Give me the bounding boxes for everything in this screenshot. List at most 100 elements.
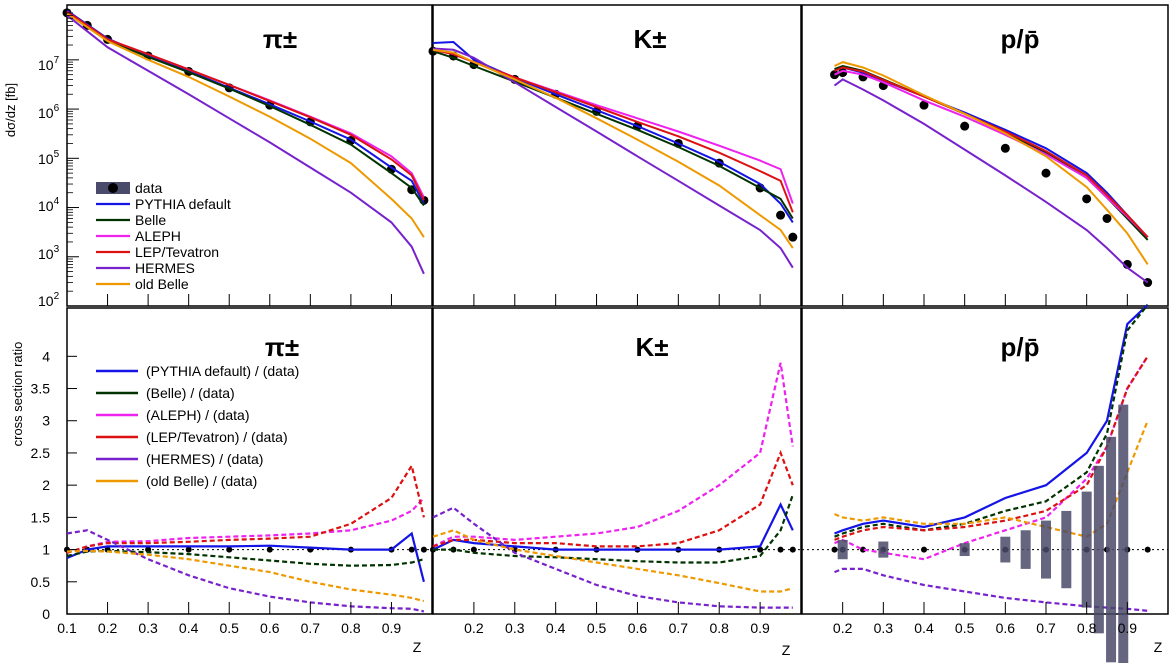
ratio-tick-label: 1.5 <box>31 509 51 525</box>
bottom-y-axis-title: cross section ratio <box>10 342 25 447</box>
ratio-curve--lep-tevatron-data- <box>432 449 794 548</box>
panel-title-pi-top: π± <box>263 24 297 54</box>
x-axis-title-pi: Z <box>413 639 422 655</box>
ratio-curve--pythia-default-data- <box>834 304 1149 535</box>
legend-label: data <box>135 180 162 196</box>
curve-lep-tevatron <box>66 10 425 201</box>
y-tick-label-1e6: 106 <box>38 103 60 121</box>
panel-title-p-top: p/p̄ <box>1001 24 1040 54</box>
panel-title-k-top: K± <box>633 24 666 54</box>
ratio-data-point <box>408 546 415 553</box>
data-point <box>919 100 929 110</box>
legend-label: HERMES <box>135 260 195 276</box>
legend-label: LEP/Tevatron <box>135 244 219 260</box>
data-point <box>788 232 798 242</box>
frame-bottom-2 <box>801 307 1169 615</box>
error-bar <box>1118 404 1129 663</box>
error-bar <box>1093 465 1104 634</box>
legend-data-marker <box>108 183 118 193</box>
top-y-tick-labels: 107 106 105 104 103 102 <box>38 55 60 309</box>
legend-ratio-label: (PYTHIA default) / (data) <box>146 363 299 379</box>
data-point <box>1000 143 1010 153</box>
ratio-curve--hermes-data- <box>66 529 425 613</box>
ratio-tick-label: 0 <box>42 606 50 622</box>
frame-top-2 <box>801 4 1169 307</box>
legend-label: Belle <box>135 212 166 228</box>
ratio-curve--aleph-data- <box>66 497 425 554</box>
legend-ratio-label: (LEP/Tevatron) / (data) <box>146 429 288 445</box>
ratio-curve--pythia-default-data- <box>432 501 794 551</box>
curve-belle <box>432 50 794 220</box>
ratio-tick-label: 0.5 <box>31 574 51 590</box>
curve-aleph <box>834 69 1149 238</box>
y-tick-label-1e3: 103 <box>38 244 60 262</box>
ratio-data-point <box>185 546 192 553</box>
x-tick-label: 0.3 <box>874 620 894 636</box>
panel-0 <box>62 8 432 613</box>
x-tick-label: 0.3 <box>138 620 158 636</box>
ratio-data-point <box>860 546 866 553</box>
panel-frames <box>66 4 1169 615</box>
frame-bottom-1 <box>432 307 802 615</box>
ratio-tick-label: 1 <box>42 542 50 558</box>
x-tick-label: 0.6 <box>628 620 648 636</box>
ratio-data-point <box>777 546 784 553</box>
curve-old-belle <box>834 61 1149 265</box>
ratio-curve--aleph-data- <box>834 355 1149 561</box>
legend-label: PYTHIA default <box>135 196 231 212</box>
x-tick-label: 0.8 <box>341 620 361 636</box>
x-tick-label: 0.9 <box>750 620 770 636</box>
legend-ratio-label: (ALEPH) / (data) <box>146 407 249 423</box>
ratio-curve--belle-data- <box>834 304 1149 538</box>
ratio-data-point <box>1144 546 1151 553</box>
ratio-curve--hermes-data- <box>432 506 793 609</box>
x-tick-label: 0.8 <box>1077 620 1097 636</box>
plot-layer <box>62 8 1168 663</box>
ratio-curve--pythia-default-data- <box>66 531 425 583</box>
y-tick-label-1e2: 102 <box>38 291 60 309</box>
y-tick-label-1e4: 104 <box>38 196 60 214</box>
y-tick-label-1e5: 105 <box>38 149 60 167</box>
error-bar <box>1061 510 1072 589</box>
x-axis-title-k: Z <box>782 642 791 658</box>
curve-hermes <box>833 78 1149 284</box>
x-tick-label: 0.9 <box>382 620 402 636</box>
ratio-data-point <box>831 546 838 553</box>
error-bar <box>959 543 970 557</box>
y-tick-label-1e7: 107 <box>38 55 60 73</box>
frame-top-0 <box>66 4 433 307</box>
ratio-curve--aleph-data- <box>432 362 794 548</box>
x-tick-label: 0.2 <box>98 620 118 636</box>
error-bar <box>1106 436 1117 663</box>
legend-label: ALEPH <box>135 228 181 244</box>
x-tick-label: 0.7 <box>1036 620 1056 636</box>
x-tick-label: 0.8 <box>709 620 729 636</box>
frame-bottom-0 <box>66 307 433 615</box>
x-tick-label: 0.5 <box>587 620 607 636</box>
error-bar <box>1041 520 1051 579</box>
frame-top-1 <box>432 4 802 307</box>
ratio-tick-label: 2.5 <box>31 445 51 461</box>
ratio-curve--belle-data- <box>66 549 425 567</box>
x-tick-label: 0.2 <box>464 620 484 636</box>
panel-title-p-bottom: p/p̄ <box>1001 332 1040 362</box>
ratio-data-point <box>757 546 764 553</box>
x-tick-label: 0.3 <box>505 620 525 636</box>
error-bar <box>878 541 889 558</box>
top-y-axis-title: dσ/dz [fb] <box>3 83 18 137</box>
x-tick-label: 0.1 <box>57 620 77 636</box>
curve-old-belle <box>66 12 425 238</box>
x-tick-label: 0.6 <box>260 620 280 636</box>
ratio-tick-label: 4 <box>42 348 50 364</box>
legend-bottom: (PYTHIA default) / (data) (Belle) / (data… <box>96 363 299 489</box>
data-point <box>1102 213 1112 223</box>
ratio-data-point <box>266 546 273 553</box>
ratio-curve--old-belle-data- <box>432 529 794 593</box>
data-point <box>960 121 970 131</box>
panel-1 <box>428 40 801 609</box>
legend-ratio-label: (old Belle) / (data) <box>146 473 257 489</box>
x-tick-label: 0.4 <box>914 620 934 636</box>
ratio-tick-label: 3 <box>42 413 50 429</box>
